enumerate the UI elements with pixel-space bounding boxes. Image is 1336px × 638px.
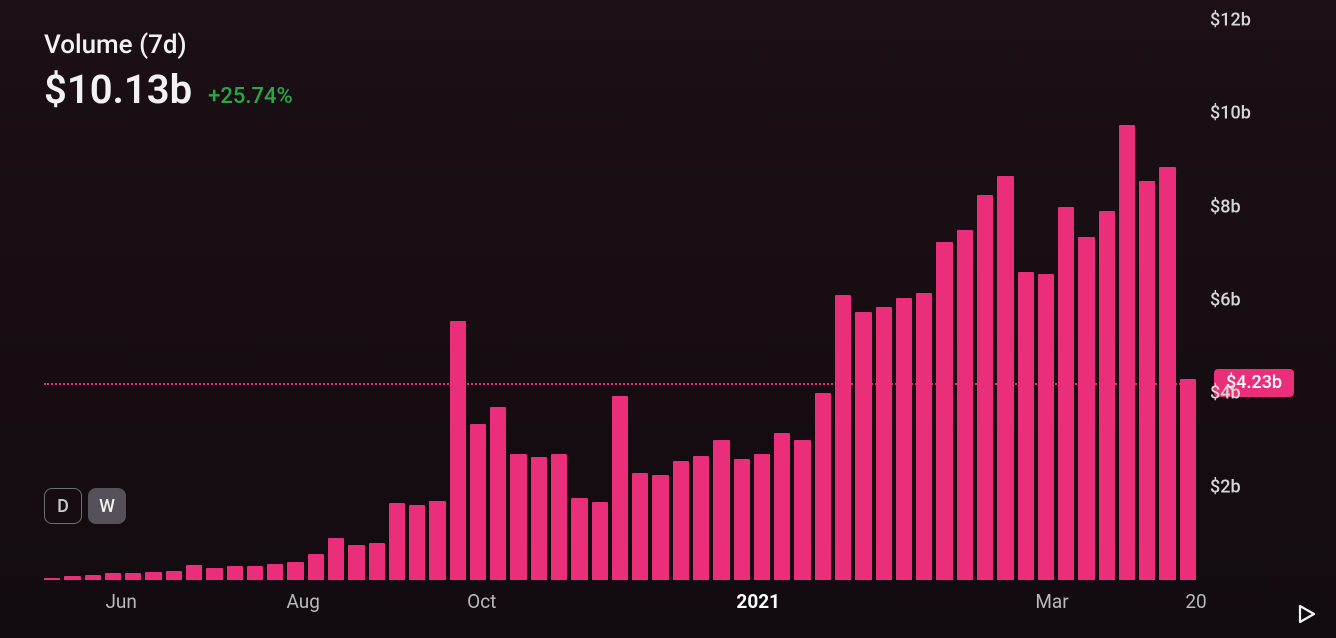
volume-bar[interactable] [206, 568, 222, 580]
volume-bar[interactable] [429, 501, 445, 580]
volume-bar[interactable] [876, 307, 892, 580]
volume-bar[interactable] [713, 440, 729, 580]
reference-line [44, 383, 1196, 385]
volume-bar[interactable] [916, 293, 932, 580]
volume-bar[interactable] [977, 195, 993, 580]
volume-bar[interactable] [612, 396, 628, 580]
volume-bar[interactable] [308, 554, 324, 580]
volume-bar[interactable] [267, 564, 283, 580]
volume-bar[interactable] [105, 573, 121, 580]
volume-bar[interactable] [531, 457, 547, 580]
volume-bar[interactable] [247, 566, 263, 580]
y-tick-label: $10b [1210, 103, 1251, 124]
x-tick-label: Oct [467, 590, 496, 613]
volume-bar[interactable] [1099, 211, 1115, 580]
volume-bar[interactable] [1078, 237, 1094, 580]
volume-bar[interactable] [166, 571, 182, 580]
toggle-day-label: D [57, 496, 69, 517]
volume-bar[interactable] [1058, 207, 1074, 580]
bar-series [44, 20, 1196, 580]
volume-bar[interactable] [44, 578, 60, 580]
volume-chart-container: Volume (7d) $10.13b +25.74% $4.23b $2b$4… [0, 0, 1336, 638]
volume-bar[interactable] [774, 433, 790, 580]
x-tick-label: 2021 [736, 590, 780, 613]
volume-bar[interactable] [571, 498, 587, 580]
volume-bar[interactable] [1180, 379, 1196, 580]
volume-bar[interactable] [855, 312, 871, 580]
toggle-week-button[interactable]: W [88, 488, 126, 524]
volume-bar[interactable] [470, 424, 486, 580]
x-tick-label: 20 [1185, 590, 1206, 613]
volume-bar[interactable] [186, 565, 202, 580]
volume-bar[interactable] [64, 576, 80, 580]
volume-bar[interactable] [145, 572, 161, 580]
volume-bar[interactable] [1119, 125, 1135, 580]
toggle-week-label: W [99, 496, 115, 517]
volume-bar[interactable] [794, 440, 810, 580]
volume-bar[interactable] [673, 461, 689, 580]
y-axis: $2b$4b$6b$8b$10b$12b [1210, 20, 1280, 580]
volume-bar[interactable] [693, 456, 709, 580]
play-icon[interactable] [1294, 602, 1318, 626]
volume-bar[interactable] [997, 176, 1013, 580]
volume-bar[interactable] [389, 503, 405, 580]
volume-bar[interactable] [490, 407, 506, 580]
volume-bar[interactable] [85, 575, 101, 580]
volume-bar[interactable] [815, 393, 831, 580]
volume-bar[interactable] [287, 562, 303, 580]
volume-bar[interactable] [551, 454, 567, 580]
volume-bar[interactable] [835, 295, 851, 580]
volume-bar[interactable] [957, 230, 973, 580]
y-tick-label: $2b [1210, 476, 1241, 497]
volume-bar[interactable] [125, 573, 141, 580]
volume-bar[interactable] [409, 505, 425, 580]
timeframe-toggle: D W [44, 488, 126, 524]
volume-bar[interactable] [936, 242, 952, 580]
volume-bar[interactable] [1018, 272, 1034, 580]
toggle-day-button[interactable]: D [44, 488, 82, 524]
volume-bar[interactable] [348, 545, 364, 580]
x-axis: JunAugOct2021Mar20 [44, 590, 1196, 620]
volume-bar[interactable] [652, 475, 668, 580]
volume-bar[interactable] [1159, 167, 1175, 580]
y-tick-label: $12b [1210, 10, 1251, 31]
volume-bar[interactable] [510, 454, 526, 580]
volume-bar[interactable] [1139, 181, 1155, 580]
x-tick-label: Jun [105, 590, 136, 613]
volume-bar[interactable] [328, 538, 344, 580]
volume-bar[interactable] [227, 566, 243, 580]
volume-bar[interactable] [450, 321, 466, 580]
chart-plot-area [44, 20, 1196, 580]
volume-bar[interactable] [734, 459, 750, 580]
volume-bar[interactable] [754, 454, 770, 580]
volume-bar[interactable] [632, 473, 648, 580]
y-tick-label: $4b [1210, 383, 1241, 404]
y-tick-label: $6b [1210, 290, 1241, 311]
y-tick-label: $8b [1210, 196, 1241, 217]
volume-bar[interactable] [369, 543, 385, 580]
volume-bar[interactable] [896, 298, 912, 580]
volume-bar[interactable] [592, 502, 608, 580]
x-tick-label: Mar [1035, 590, 1068, 613]
volume-bar[interactable] [1038, 274, 1054, 580]
x-tick-label: Aug [286, 590, 319, 613]
